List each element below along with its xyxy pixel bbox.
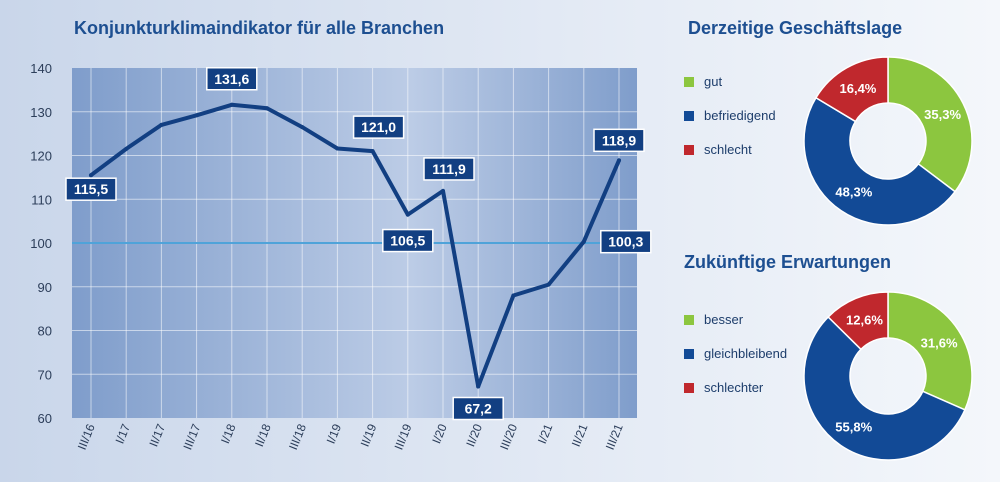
x-tick-label: I/17: [113, 422, 134, 446]
future-slice-label: 55,8%: [835, 419, 872, 434]
chart-title: Konjunkturklimaindikator für alle Branch…: [74, 18, 445, 38]
data-point: [581, 239, 586, 244]
data-point: [194, 113, 199, 118]
current-legend-swatch: [684, 145, 694, 155]
y-tick-label: 80: [38, 324, 52, 339]
y-tick-label: 130: [30, 105, 52, 120]
future-slice-gleichbleibend: [803, 315, 966, 461]
future-legend-swatch: [684, 349, 694, 359]
x-tick-label: III/19: [392, 422, 415, 452]
current-legend-swatch: [684, 77, 694, 87]
data-label: 121,0: [352, 115, 405, 139]
x-tick-label: I/19: [324, 422, 345, 446]
data-label-text: 67,2: [465, 401, 492, 417]
data-label-text: 131,6: [214, 71, 249, 87]
data-label: 111,9: [423, 157, 475, 181]
y-tick-label: 90: [38, 280, 52, 295]
future-legend-label: gleichbleibend: [704, 346, 788, 361]
data-label-box: [452, 396, 504, 421]
current-legend-swatch: [684, 111, 694, 121]
x-tick-label: II/19: [358, 422, 380, 449]
x-tick-label: I/20: [429, 422, 450, 446]
data-point: [300, 125, 305, 130]
data-label: 131,6: [206, 67, 258, 91]
future-slice-schlechter: [827, 291, 889, 351]
data-point: [511, 293, 516, 298]
current-legend-label: schlecht: [704, 142, 752, 157]
data-label-box: [352, 115, 405, 139]
x-tick-label: III/21: [603, 422, 626, 452]
data-label-box: [206, 67, 258, 91]
donut-current: 35,3% 48,3% 16,4%: [803, 56, 973, 226]
data-point: [159, 122, 164, 127]
x-tick-label: I/21: [535, 422, 556, 446]
current-slice-schlecht: [814, 56, 889, 123]
data-label-box: [600, 229, 652, 254]
data-label-box: [382, 228, 434, 253]
data-label-text: 121,0: [361, 119, 396, 135]
data-label-text: 115,5: [74, 181, 108, 197]
current-slice-label: 35,3%: [924, 107, 961, 122]
x-tick-label: III/17: [180, 422, 203, 452]
data-label-box: [65, 177, 117, 201]
donut-future: 31,6% 55,8% 12,6%: [803, 291, 973, 461]
data-point: [89, 173, 93, 178]
future-expectations-title: Zukünftige Erwartungen: [684, 252, 891, 272]
y-tick-label: 60: [38, 411, 52, 426]
current-legend-label: befriedigend: [704, 108, 776, 123]
current-situation-title: Derzeitige Geschäftslage: [688, 18, 903, 38]
x-tick-label: II/17: [146, 422, 168, 449]
data-point: [370, 149, 375, 154]
x-tick-label: II/21: [569, 422, 591, 449]
data-label: 106,5: [382, 228, 434, 253]
current-slice-label: 16,4%: [840, 81, 877, 96]
x-tick-label: II/20: [463, 422, 485, 449]
data-point: [476, 384, 481, 389]
current-legend-label: gut: [704, 74, 723, 89]
data-label-text: 118,9: [602, 132, 636, 148]
data-point: [229, 102, 234, 107]
y-tick-label: 120: [30, 149, 52, 164]
x-tick-label: I/18: [218, 422, 239, 446]
data-label: 67,2: [452, 396, 504, 421]
y-tick-label: 70: [38, 367, 52, 382]
future-slice-besser: [887, 291, 973, 411]
current-slice-gut: [887, 56, 973, 193]
future-legend-label: schlechter: [704, 380, 764, 395]
x-tick-label: III/18: [286, 422, 309, 452]
y-tick-label: 100: [30, 236, 52, 251]
future-slice-label: 12,6%: [846, 313, 883, 328]
data-label: 118,9: [593, 128, 645, 153]
future-legend-swatch: [684, 315, 694, 325]
data-point: [124, 146, 129, 151]
current-slice-befriedigend: [803, 96, 957, 226]
data-label: 115,5: [65, 177, 117, 201]
future-legend-label: besser: [704, 312, 744, 327]
y-tick-label: 110: [31, 192, 52, 207]
data-label-box: [593, 128, 645, 153]
x-tick-label: III/20: [497, 422, 520, 452]
line-chart: 60 70 80 90 100 110 120 130 140 III/16 I/17 II/17 II…: [30, 61, 652, 452]
data-point: [441, 188, 445, 193]
data-label-box: [423, 157, 475, 181]
x-tick-label: III/16: [75, 422, 98, 452]
x-tick-label: II/18: [252, 422, 274, 449]
data-label: 100,3: [600, 229, 652, 254]
current-slice-label: 48,3%: [835, 185, 872, 200]
y-tick-label: 140: [30, 61, 52, 76]
data-point: [546, 282, 551, 287]
data-point: [405, 212, 410, 217]
data-label-text: 106,5: [390, 233, 425, 249]
future-legend-swatch: [684, 383, 694, 393]
data-point: [265, 106, 269, 111]
data-label-text: 100,3: [608, 234, 643, 250]
data-point: [335, 146, 340, 151]
data-label-text: 111,9: [432, 161, 466, 177]
data-point: [617, 158, 621, 163]
future-slice-label: 31,6%: [921, 336, 958, 351]
series-line: [89, 102, 621, 389]
